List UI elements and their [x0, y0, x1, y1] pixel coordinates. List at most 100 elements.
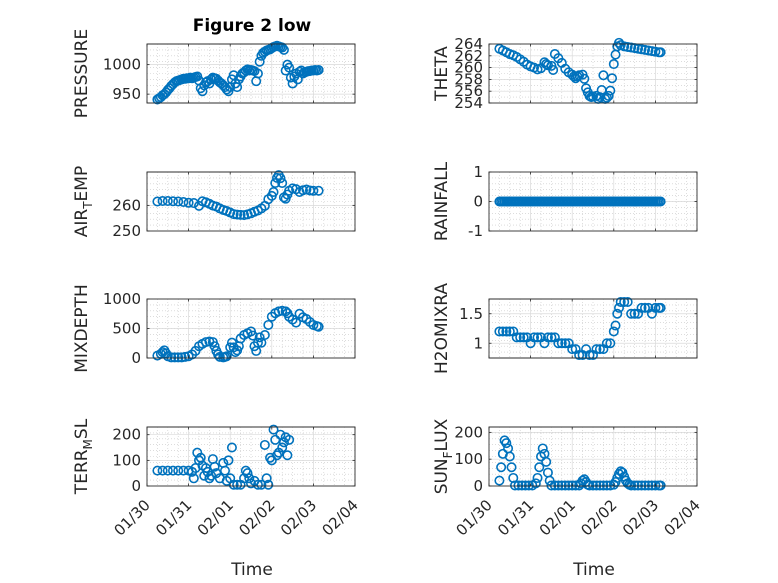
data-point — [242, 468, 253, 479]
plot-area — [146, 426, 356, 487]
data-point — [223, 455, 234, 466]
data-point — [610, 320, 621, 331]
data-point — [282, 450, 293, 461]
data-point — [629, 480, 640, 491]
x-tick-label: 02/01 — [536, 496, 579, 539]
data-point — [313, 321, 324, 332]
y-tick-label: 200 — [112, 426, 141, 444]
data-point — [206, 470, 217, 481]
y-tick-label: 950 — [112, 85, 141, 103]
x-tick-label: 02/03 — [619, 496, 662, 539]
data-point — [494, 475, 505, 486]
data-point — [259, 329, 270, 340]
data-point — [275, 173, 286, 184]
y-tick-label: 1.5 — [459, 305, 483, 323]
data-point — [633, 43, 644, 54]
subplot-air: 250 260 AIRTEMP — [72, 166, 356, 240]
data-point — [629, 308, 640, 319]
data-point — [506, 462, 517, 473]
subplot-pressure: 950 1000 PRESSURE — [72, 29, 356, 118]
data-point — [622, 41, 633, 52]
y-axis-label: RAINFALL — [432, 161, 452, 241]
data-point — [252, 479, 263, 490]
y-tick-label: 260 — [112, 196, 141, 214]
data-point — [520, 480, 531, 491]
x-tick-label: 02/03 — [277, 496, 320, 539]
plot-frame — [146, 43, 356, 104]
plot-area — [146, 171, 356, 232]
data-point — [605, 338, 616, 349]
y-axis-label: H2OMIXRA — [432, 283, 452, 374]
data-point — [313, 64, 324, 75]
data-point — [613, 302, 624, 313]
data-point — [200, 337, 211, 348]
plot-frame — [488, 43, 698, 104]
data-point — [587, 480, 598, 491]
data-point — [608, 326, 619, 337]
data-point — [291, 317, 302, 328]
y-tick-label: 258 — [454, 70, 483, 88]
data-point — [532, 472, 543, 483]
subplot-h2omixra: 1 1.5 H2OMIXRA — [432, 283, 698, 374]
data-point — [643, 45, 654, 56]
data-point — [152, 196, 163, 207]
y-axis-label: SUNFLUX — [432, 418, 455, 494]
data-point — [152, 465, 163, 476]
y-tick-label: 1000 — [103, 56, 141, 74]
data-point — [556, 338, 567, 349]
y-tick-label: 0 — [473, 477, 483, 495]
data-point — [534, 462, 545, 473]
data-point — [232, 209, 243, 220]
data-point — [261, 473, 272, 484]
data-point — [270, 434, 281, 445]
data-point — [173, 465, 184, 476]
y-tick-label: 1 — [473, 334, 483, 352]
data-point — [157, 465, 168, 476]
data-point — [235, 209, 246, 220]
data-point — [574, 350, 585, 361]
y-tick-label: 500 — [112, 320, 141, 338]
data-point — [529, 332, 540, 343]
data-point — [209, 341, 220, 352]
data-point — [204, 473, 215, 484]
y-tick-label: 0 — [131, 477, 141, 495]
data-point — [591, 480, 602, 491]
y-tick-label: 260 — [454, 59, 483, 77]
data-point — [308, 185, 319, 196]
data-point — [511, 332, 522, 343]
data-point — [252, 337, 263, 348]
data-point — [504, 326, 515, 337]
data-point — [615, 296, 626, 307]
data-point — [183, 197, 194, 208]
x-tick-label: 01/30 — [111, 496, 154, 539]
data-point — [228, 209, 239, 220]
data-point — [501, 438, 512, 449]
data-point — [277, 42, 288, 53]
data-point — [226, 442, 237, 453]
data-point — [518, 332, 529, 343]
data-point — [496, 462, 507, 473]
data-point — [626, 42, 637, 53]
data-point — [271, 450, 282, 461]
data-point — [509, 480, 520, 491]
x-tick-label: 02/01 — [194, 496, 237, 539]
figure-title: Figure 2 low — [193, 16, 312, 36]
data-point — [546, 332, 557, 343]
data-point — [221, 351, 232, 362]
plot-frame — [488, 298, 698, 359]
y-tick-label: 264 — [454, 35, 483, 53]
data-point — [601, 480, 612, 491]
data-point — [501, 326, 512, 337]
data-point — [639, 480, 650, 491]
data-point — [605, 85, 616, 96]
data-point — [277, 305, 288, 316]
y-tick-label: 0 — [473, 193, 483, 211]
data-point — [553, 480, 564, 491]
y-axis-label: PRESSURE — [72, 29, 92, 118]
data-point — [567, 344, 578, 355]
data-point — [277, 178, 288, 189]
data-point — [188, 473, 199, 484]
data-point — [579, 73, 590, 84]
